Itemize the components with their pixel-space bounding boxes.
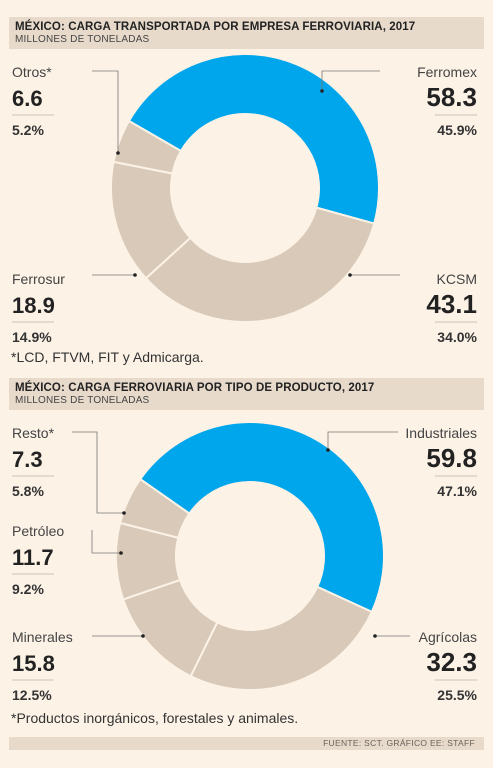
slice-value: 43.1 (426, 289, 477, 319)
leader-dot-petroleo (119, 551, 123, 555)
slice-label: Otros* (12, 64, 52, 80)
leader-dot-ferromex (320, 89, 324, 93)
slice-resto (118, 477, 191, 539)
slice-value: 15.8 (12, 651, 55, 676)
slice-value: 6.6 (12, 86, 43, 111)
slice-percent: 34.0% (437, 329, 477, 345)
leader-dot-minerales (141, 634, 145, 638)
slice-value: 32.3 (426, 647, 477, 677)
footer-bar: FUENTE: SCT. GRÁFICO EE: STAFF (9, 737, 484, 750)
slice-value: 58.3 (426, 82, 477, 112)
slice-value: 18.9 (12, 293, 55, 318)
label-group-minerales: Minerales 15.8 12.5% (12, 629, 73, 703)
leader-dot-otros (116, 151, 120, 155)
slice-label: Ferrosur (12, 271, 65, 287)
slice-label: Petróleo (12, 523, 64, 539)
chart-2-donut: Industriales 59.8 47.1% Agrícolas 32.3 25.5% M… (12, 421, 478, 703)
leader-dot-kcsm (348, 273, 352, 277)
label-group-resto: Resto* 7.3 5.8% (12, 425, 55, 499)
label-group-kcsm: KCSM 43.1 34.0% (426, 271, 477, 345)
leader-dot-ferrosur (133, 273, 137, 277)
slice-percent: 5.2% (12, 122, 44, 138)
label-group-ferromex: Ferromex 58.3 45.9% (417, 64, 477, 138)
slice-label: Agrícolas (419, 629, 477, 645)
leader-dot-industriales (326, 448, 330, 452)
slice-agricolas (189, 585, 374, 691)
leader-line-petroleo (91, 530, 121, 554)
chart-2-header: MÉXICO: CARGA FERROVIARIA POR TIPO DE PR… (9, 378, 484, 410)
label-group-agricolas: Agrícolas 32.3 25.5% (419, 629, 478, 703)
slice-label: Resto* (12, 425, 55, 441)
chart-1-title: MÉXICO: CARGA TRANSPORTADA POR EMPRESA F… (15, 21, 416, 33)
chart-1-header: MÉXICO: CARGA TRANSPORTADA POR EMPRESA F… (9, 17, 484, 49)
slice-value: 59.8 (426, 443, 477, 473)
slice-percent: 45.9% (437, 122, 477, 138)
leader-line-resto (72, 431, 124, 514)
label-group-otros: Otros* 6.6 5.2% (12, 64, 54, 138)
label-group-ferrosur: Ferrosur 18.9 14.9% (12, 271, 65, 345)
chart-2-subtitle: MILLONES DE TONELADAS (15, 395, 150, 406)
slice-kcsm (144, 206, 376, 323)
leader-line-otros (92, 70, 119, 153)
leader-dot-agricolas (373, 634, 377, 638)
slice-ferromex (127, 55, 380, 225)
chart-1-donut: Ferromex 58.3 45.9% KCSM 43.1 34.0% Ferrosur 18… (12, 55, 478, 345)
label-group-industriales: Industriales 59.8 47.1% (405, 425, 477, 499)
slice-label: Industriales (405, 425, 477, 441)
leader-line-industriales (327, 431, 398, 450)
chart-1-subtitle: MILLONES DE TONELADAS (15, 34, 150, 45)
slice-percent: 47.1% (437, 483, 477, 499)
slice-percent: 14.9% (12, 329, 52, 345)
source-credit: FUENTE: SCT. GRÁFICO EE: STAFF (323, 738, 475, 748)
slice-percent: 25.5% (437, 687, 477, 703)
slice-label: Minerales (12, 629, 73, 645)
slice-percent: 9.2% (12, 581, 44, 597)
slice-label: KCSM (437, 271, 477, 287)
slice-percent: 5.8% (12, 483, 44, 499)
slice-percent: 12.5% (12, 687, 52, 703)
label-group-petroleo: Petróleo 11.7 9.2% (12, 523, 64, 597)
chart-2-title: MÉXICO: CARGA FERROVIARIA POR TIPO DE PR… (15, 382, 375, 394)
chart-2-note: *Productos inorgánicos, forestales y ani… (11, 710, 299, 726)
slice-value: 11.7 (12, 545, 54, 570)
slice-otros (112, 119, 183, 175)
slice-value: 7.3 (12, 447, 43, 472)
leader-line-ferromex (321, 70, 380, 91)
slice-industriales (138, 421, 385, 614)
slice-label: Ferromex (417, 64, 477, 80)
leader-dot-resto (122, 511, 126, 515)
chart-1-note: *LCD, FTVM, FIT y Admicarga. (11, 349, 204, 365)
